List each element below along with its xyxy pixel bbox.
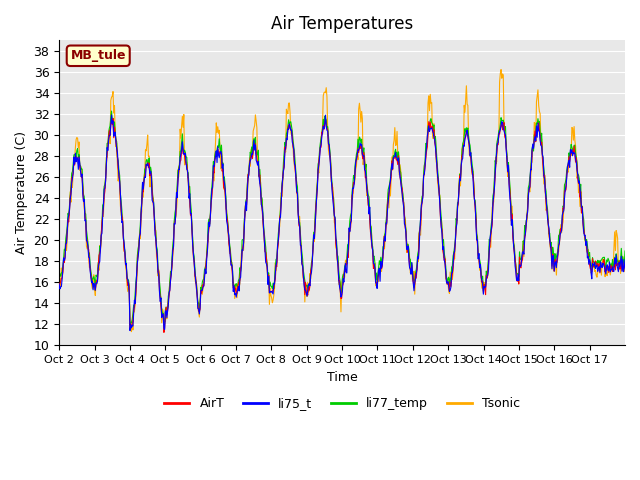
Tsonic (276, 223, 284, 229)
Legend: AirT, li75_t, li77_temp, Tsonic: AirT, li75_t, li77_temp, Tsonic (159, 392, 525, 415)
AirT (227, 262, 235, 268)
li77_temp (255, 173, 263, 179)
Line: AirT: AirT (59, 119, 625, 333)
li75_t (276, 215, 284, 220)
li75_t (126, 328, 134, 334)
Tsonic (55, 282, 63, 288)
li75_t (108, 112, 115, 118)
Line: li77_temp: li77_temp (59, 111, 625, 326)
li77_temp (276, 207, 284, 213)
Tsonic (621, 260, 629, 265)
AirT (109, 116, 117, 121)
AirT (255, 174, 263, 180)
X-axis label: Time: Time (326, 371, 358, 384)
Tsonic (255, 165, 262, 170)
Tsonic (497, 67, 505, 72)
AirT (621, 261, 629, 267)
AirT (276, 212, 284, 217)
Tsonic (401, 216, 409, 221)
li77_temp (434, 167, 442, 172)
li75_t (122, 261, 130, 266)
Tsonic (127, 329, 135, 335)
li75_t (55, 281, 63, 287)
Title: Air Temperatures: Air Temperatures (271, 15, 413, 33)
AirT (160, 330, 168, 336)
li77_temp (227, 256, 235, 262)
Tsonic (227, 248, 234, 254)
li75_t (402, 230, 410, 236)
Y-axis label: Air Temperature (C): Air Temperature (C) (15, 131, 28, 254)
li77_temp (402, 226, 410, 232)
li75_t (227, 262, 235, 268)
Line: li75_t: li75_t (59, 115, 625, 331)
li77_temp (55, 273, 63, 278)
Tsonic (433, 161, 441, 167)
li77_temp (108, 108, 115, 114)
li75_t (621, 257, 629, 263)
AirT (122, 263, 130, 269)
Text: MB_tule: MB_tule (70, 49, 126, 62)
AirT (434, 173, 442, 179)
li77_temp (122, 263, 130, 269)
li77_temp (621, 248, 629, 254)
li75_t (255, 174, 263, 180)
Line: Tsonic: Tsonic (59, 70, 625, 332)
AirT (402, 229, 410, 235)
li75_t (434, 172, 442, 178)
Tsonic (122, 263, 129, 268)
AirT (55, 284, 63, 290)
li77_temp (160, 323, 168, 329)
